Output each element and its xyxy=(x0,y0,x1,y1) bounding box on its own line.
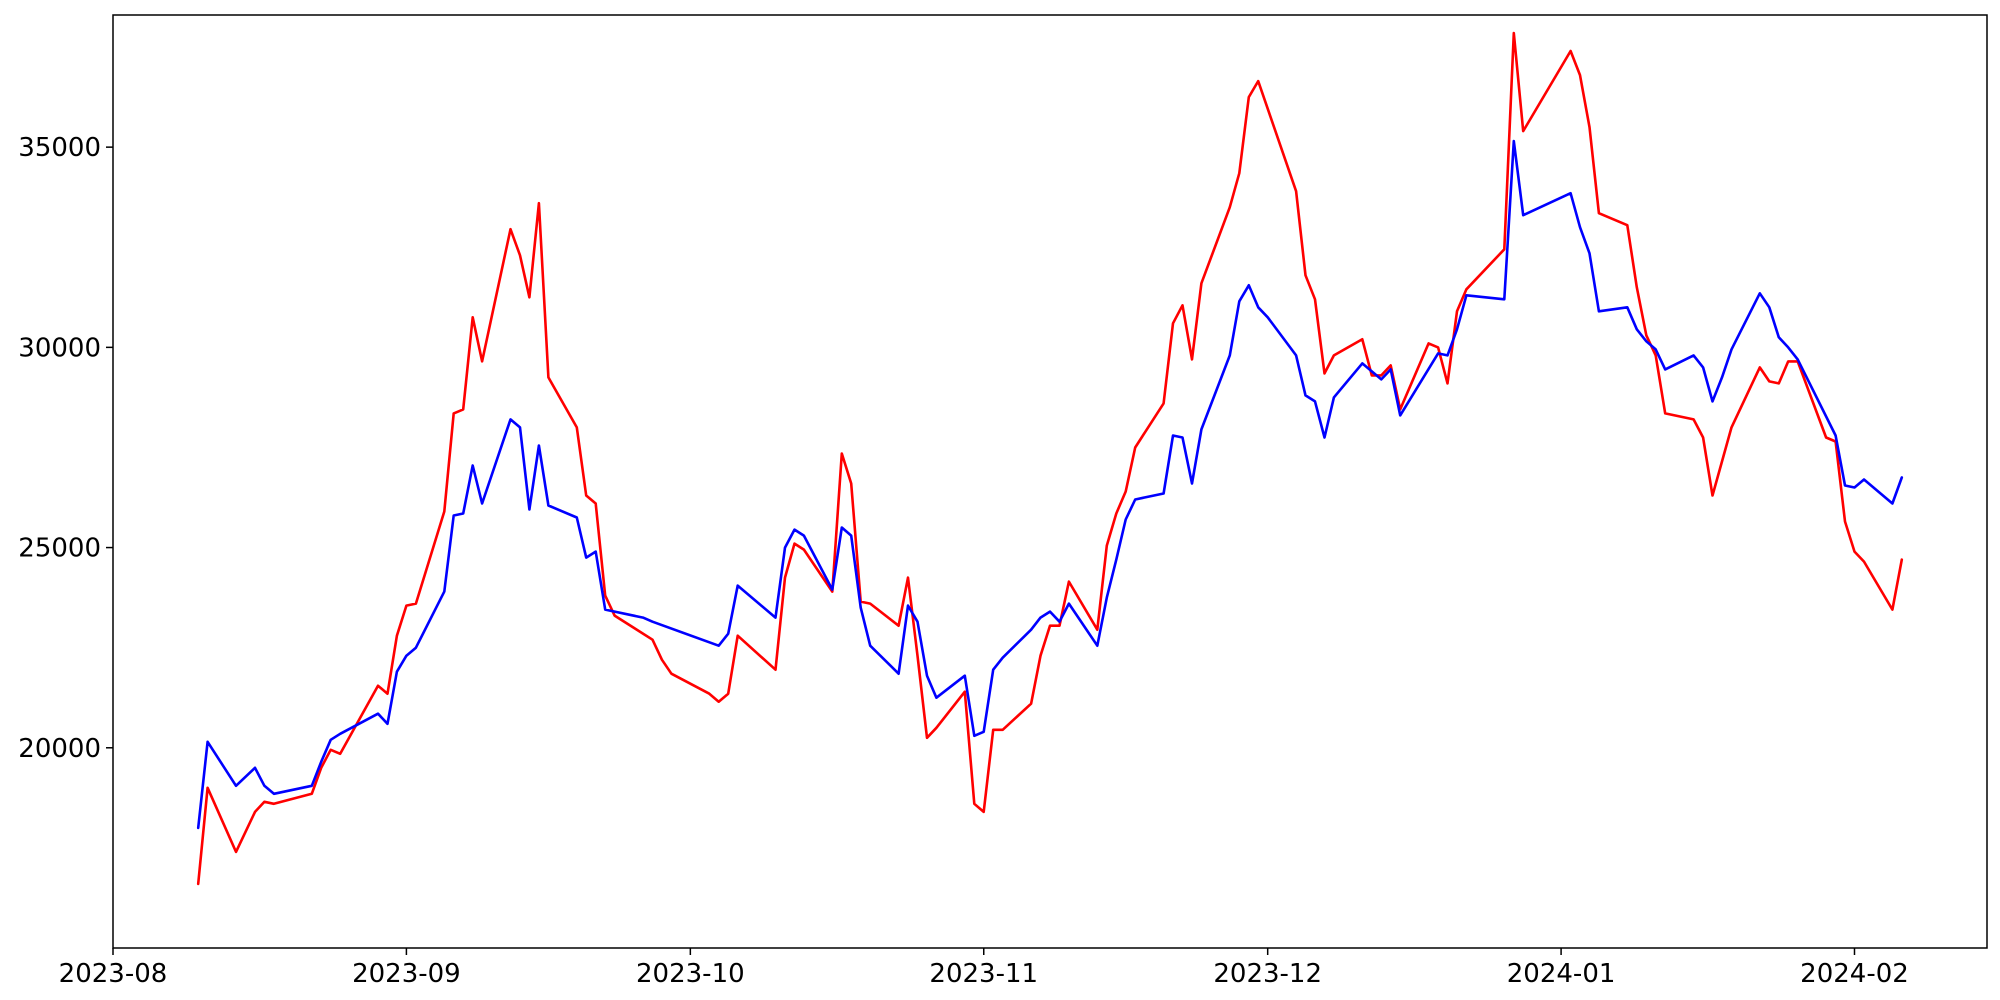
x-axis: 2023-08 2023-09 2023-10 2023-11 2023-12 2024-… xyxy=(59,948,1909,989)
y-tick-label: 25000 xyxy=(18,534,101,564)
series-line-2 xyxy=(196,139,1904,830)
series-line-1 xyxy=(196,31,1904,886)
y-tick-label: 35000 xyxy=(18,133,101,163)
x-tick-label: 2023-10 xyxy=(636,959,745,989)
x-tick-label: 2023-09 xyxy=(352,959,461,989)
y-tick-label: 20000 xyxy=(18,734,101,764)
y-tick-label: 30000 xyxy=(18,333,101,363)
series-layer xyxy=(196,31,1904,886)
plot-frame xyxy=(112,14,1988,949)
x-tick-label: 2024-01 xyxy=(1507,959,1616,989)
x-tick-label: 2023-08 xyxy=(59,959,168,989)
y-axis: 20000 25000 30000 35000 xyxy=(18,133,113,764)
x-tick-label: 2024-02 xyxy=(1800,959,1909,989)
x-tick-label: 2023-12 xyxy=(1213,959,1322,989)
x-tick-label: 2023-11 xyxy=(929,959,1038,989)
